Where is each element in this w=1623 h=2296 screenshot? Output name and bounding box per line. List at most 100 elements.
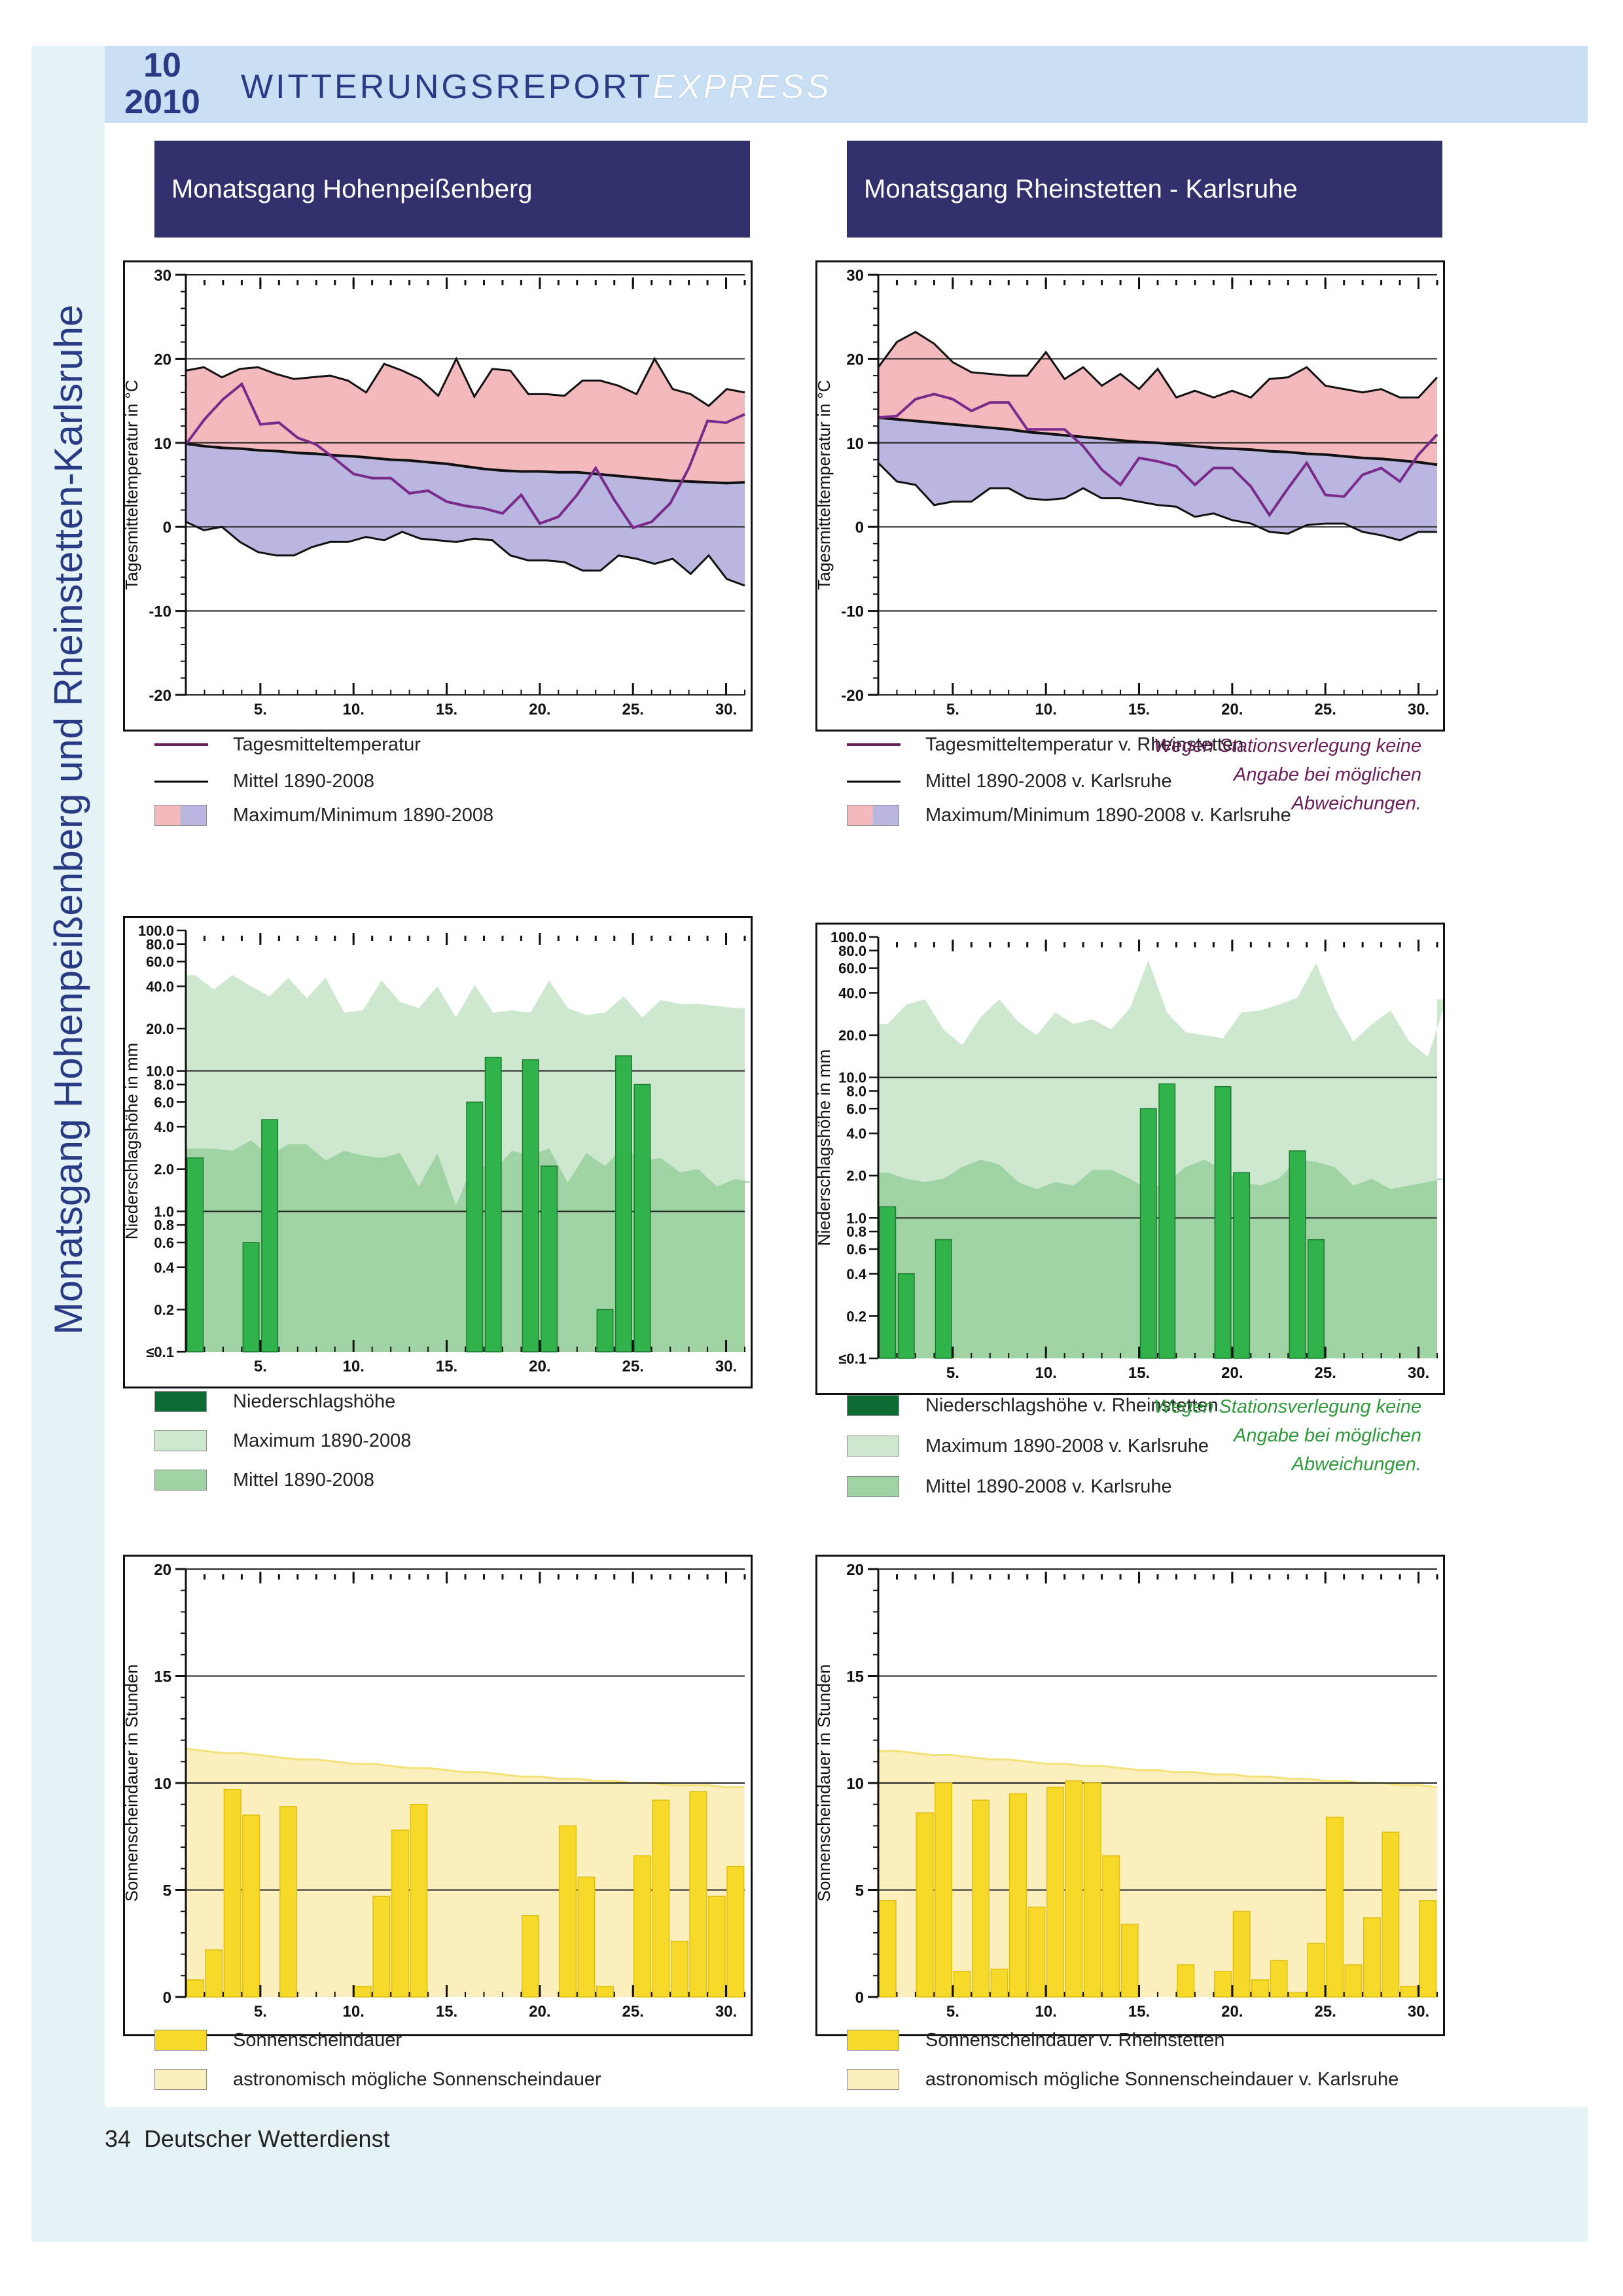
legend-label: Maximum 1890-2008 bbox=[233, 1430, 412, 1451]
sunshine-bar bbox=[205, 1949, 223, 1998]
y-axis-label: Niederschlagshöhe in mm bbox=[815, 1050, 834, 1246]
min-line bbox=[185, 521, 745, 587]
x-tick-label: 5. bbox=[946, 701, 959, 718]
y-axis-label: Niederschlagshöhe in mm bbox=[123, 1043, 141, 1240]
sunshine-bar bbox=[1325, 1816, 1344, 1998]
sunshine-bar bbox=[1251, 1979, 1270, 1998]
legend-swatch-precip bbox=[847, 1395, 899, 1416]
legend-swatch-daily-temp bbox=[847, 743, 901, 746]
sunshine-bar bbox=[410, 1803, 428, 1998]
sunshine-bar bbox=[1363, 1917, 1381, 1998]
x-tick-label: 10. bbox=[343, 1358, 365, 1375]
footer: 34 Deutscher Wetterdienst bbox=[105, 2125, 390, 2153]
panel-title-right: Monatsgang Rheinstetten - Karlsruhe bbox=[847, 141, 1442, 238]
y-tick-label: 0.4 bbox=[846, 1266, 866, 1282]
legend-label: Maximum 1890-2008 v. Karlsruhe bbox=[925, 1435, 1209, 1457]
daily-temp-line bbox=[878, 393, 1438, 518]
x-tick-label: 30. bbox=[1408, 2003, 1429, 2021]
y-tick-label: 10.0 bbox=[838, 1070, 866, 1086]
x-tick-label: 15. bbox=[1128, 701, 1150, 718]
y-tick-label: 0.8 bbox=[154, 1217, 174, 1233]
y-tick-label: 0 bbox=[163, 1989, 171, 2007]
x-tick-label: 15. bbox=[1128, 1364, 1150, 1382]
precip-bar bbox=[935, 1239, 952, 1359]
y-tick-label: 5 bbox=[855, 1882, 864, 1900]
mean-line bbox=[878, 416, 1438, 467]
legend-row-maxmin: Maximum/Minimum 1890-2008 v. Karlsruhe bbox=[847, 804, 1291, 827]
x-tick-label: 5. bbox=[254, 1358, 267, 1375]
y-tick-label: -10 bbox=[841, 603, 864, 621]
issue-month: 10 bbox=[143, 46, 181, 84]
x-tick-label: 30. bbox=[1408, 1364, 1429, 1382]
sunshine-bar bbox=[652, 1799, 670, 1998]
precip-bar bbox=[897, 1273, 915, 1359]
sunshine-bar bbox=[935, 1782, 953, 1998]
x-tick-label: 30. bbox=[715, 1358, 737, 1375]
x-tick-label: 10. bbox=[343, 2003, 365, 2021]
legend-temperature-left: Tagesmitteltemperatur Mittel 1890-2008 M… bbox=[154, 733, 613, 838]
x-tick-label: 25. bbox=[622, 701, 644, 718]
y-axis-label: Sonnenscheindauer in Stunden bbox=[815, 1665, 834, 1902]
x-tick-label: 25. bbox=[622, 2003, 644, 2021]
y-tick-label: 100.0 bbox=[830, 929, 866, 945]
legend-swatch-mean bbox=[154, 780, 208, 783]
note-line-3: Abweichungen. bbox=[1291, 1454, 1421, 1475]
y-tick-label: 1.0 bbox=[846, 1210, 866, 1226]
precip-bar bbox=[879, 1206, 897, 1359]
sunshine-chart-left: 20 15 10 5 0 5. 10. 15. 20. 25. 30. Sonnenscheindau… bbox=[123, 1555, 753, 2036]
legend-swatch-sun bbox=[154, 2030, 207, 2051]
y-tick-label: 30 bbox=[846, 267, 864, 285]
sunshine-bar bbox=[670, 1941, 688, 1998]
y-tick-label: ≤0.1 bbox=[838, 1351, 866, 1367]
y-tick-label: 0.2 bbox=[154, 1301, 174, 1318]
sunshine-bar bbox=[186, 1979, 204, 1998]
sunshine-bar bbox=[953, 1971, 971, 1998]
sunshine-bar bbox=[1344, 1964, 1363, 1998]
sunshine-bar bbox=[1307, 1943, 1325, 1998]
precipitation-chart-left: 100.080.060.0 40.0 20.0 10.08.06.0 4.0 2.0 1.0… bbox=[123, 916, 753, 1388]
sunshine-bar bbox=[633, 1855, 651, 1998]
min-line bbox=[877, 462, 1437, 542]
sunshine-bar bbox=[990, 1968, 1008, 1998]
y-axis-label: Tagesmitteltemperatur in °C bbox=[123, 380, 141, 590]
legend-row-precip-max: Maximum 1890-2008 v. Karlsruhe bbox=[847, 1434, 1209, 1458]
legend-swatch-maxmin bbox=[847, 805, 899, 826]
y-tick-label: 0.8 bbox=[846, 1224, 866, 1240]
y-tick-label: ≤0.1 bbox=[146, 1344, 174, 1360]
x-tick-label: 20. bbox=[529, 1358, 550, 1375]
x-tick-label: 30. bbox=[715, 701, 737, 718]
legend-precipitation-left: Niederschlagshöhe Maximum 1890-2008 Mitt… bbox=[154, 1390, 613, 1494]
sunshine-bar bbox=[372, 1896, 391, 1998]
y-tick-label: 0.4 bbox=[154, 1260, 174, 1276]
y-tick-label: 20 bbox=[154, 351, 171, 368]
legend-swatch-mean bbox=[847, 780, 901, 783]
sunshine-bar bbox=[972, 1799, 990, 1998]
x-tick-label: 15. bbox=[436, 2003, 457, 2021]
legend-row-precip-mean: Mittel 1890-2008 bbox=[154, 1468, 374, 1492]
issue-number: 10 2010 bbox=[116, 47, 208, 120]
y-tick-label: 20.0 bbox=[838, 1027, 866, 1044]
y-tick-label: 4.0 bbox=[154, 1119, 174, 1135]
publisher: Deutscher Wetterdienst bbox=[144, 2125, 390, 2152]
y-tick-label: 10 bbox=[846, 435, 864, 453]
note-line-3: Abweichungen. bbox=[1291, 793, 1421, 814]
x-tick-label: 10. bbox=[1035, 701, 1057, 718]
sunshine-bar bbox=[1120, 1924, 1139, 1998]
precip-bar bbox=[187, 1157, 204, 1352]
min-band bbox=[186, 444, 745, 586]
sunshine-bar bbox=[707, 1896, 726, 1998]
note-temperature: Wegen Stationsverlegung keine Angabe bei… bbox=[1120, 732, 1421, 818]
legend-label: astronomisch mögliche Sonnenscheindauer bbox=[233, 2068, 601, 2090]
chart-border bbox=[815, 260, 1445, 732]
x-tick-label: 15. bbox=[1128, 2003, 1150, 2021]
sunshine-bar bbox=[279, 1806, 298, 1998]
x-tick-label: 25. bbox=[1315, 1364, 1336, 1382]
chart-border bbox=[123, 1555, 753, 2036]
y-tick-label: -20 bbox=[149, 687, 171, 705]
max-line bbox=[877, 330, 1438, 399]
y-tick-label: 6.0 bbox=[846, 1101, 866, 1117]
precipitation-chart-right: 100.080.0 60.0 40.0 20.0 10.08.0 6.0 4.0 2.0 1.0… bbox=[815, 923, 1445, 1395]
max-band bbox=[878, 332, 1437, 465]
x-tick-label: 5. bbox=[254, 2003, 267, 2021]
sunshine-bar bbox=[1214, 1971, 1232, 1998]
